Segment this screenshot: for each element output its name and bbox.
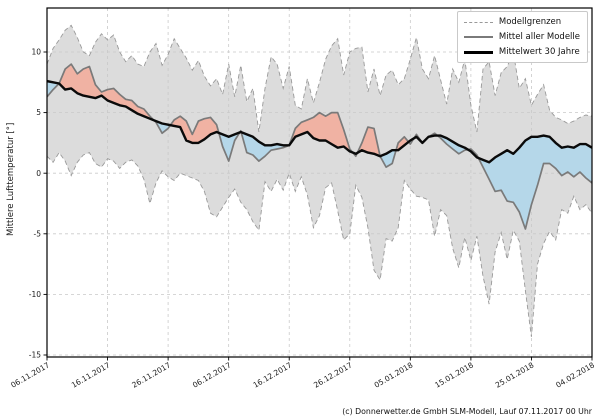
- y-axis-tick-labels: 10 5 0 -5 -10 -15: [29, 48, 41, 360]
- model-mean-line: [47, 63, 592, 230]
- x-tick-label: 06.12.2017: [191, 360, 233, 389]
- dashed-line-icon: [463, 21, 493, 23]
- x-tick-label: 05.01.2018: [373, 360, 415, 389]
- y-tick-label: -10: [29, 290, 41, 299]
- y-tick-label: -5: [34, 229, 42, 238]
- y-axis-title: Mittlere Lufttemperatur [°]: [6, 123, 16, 236]
- envelope-upper-boundary-line: [47, 24, 592, 133]
- legend-label: Mittel aller Modelle: [498, 32, 580, 42]
- y-tick-label: 0: [36, 169, 41, 178]
- x-tick-label: 25.01.2018: [494, 360, 536, 389]
- model-envelope-area: [47, 25, 592, 337]
- black-line-icon: [463, 50, 493, 54]
- x-tick-label: 15.01.2018: [433, 360, 475, 389]
- mean-30y-line: [47, 79, 592, 164]
- gray-line-icon: [463, 36, 493, 38]
- x-tick-label: 26.12.2017: [312, 360, 354, 389]
- legend-box: Modellgrenzen Mittel aller Modelle Mitte…: [456, 11, 588, 63]
- x-tick-label: 04.02.2018: [554, 360, 596, 389]
- x-axis-tick-labels: 06.11.2017 16.11.2017 26.11.2017 06.12.2017…: [9, 360, 596, 389]
- y-tick-label: 5: [36, 108, 41, 117]
- axis-ticks: [43, 51, 593, 361]
- legend-item-mittel-aller-modelle: Mittel aller Modelle: [463, 31, 580, 43]
- x-tick-label: 16.12.2017: [252, 360, 294, 389]
- x-tick-label: 16.11.2017: [70, 360, 112, 389]
- plot-frame: [46, 7, 593, 358]
- y-tick-label: -15: [29, 351, 41, 360]
- copyright-caption: (c) Donnerwetter.de GmbH SLM-Modell, Lau…: [342, 407, 592, 416]
- grid-lines: [47, 8, 592, 357]
- y-tick-label: 10: [31, 48, 41, 57]
- legend-item-modellgrenzen: Modellgrenzen: [463, 16, 580, 28]
- envelope-lower-boundary-line: [47, 151, 592, 337]
- x-tick-label: 06.11.2017: [9, 360, 51, 389]
- legend-label: Modellgrenzen: [498, 17, 562, 27]
- legend-label: Mittelwert 30 Jahre: [498, 47, 580, 57]
- legend-item-mittelwert-30-jahre: Mittelwert 30 Jahre: [463, 46, 580, 58]
- plot-area: [47, 8, 592, 357]
- x-tick-label: 26.11.2017: [130, 360, 172, 389]
